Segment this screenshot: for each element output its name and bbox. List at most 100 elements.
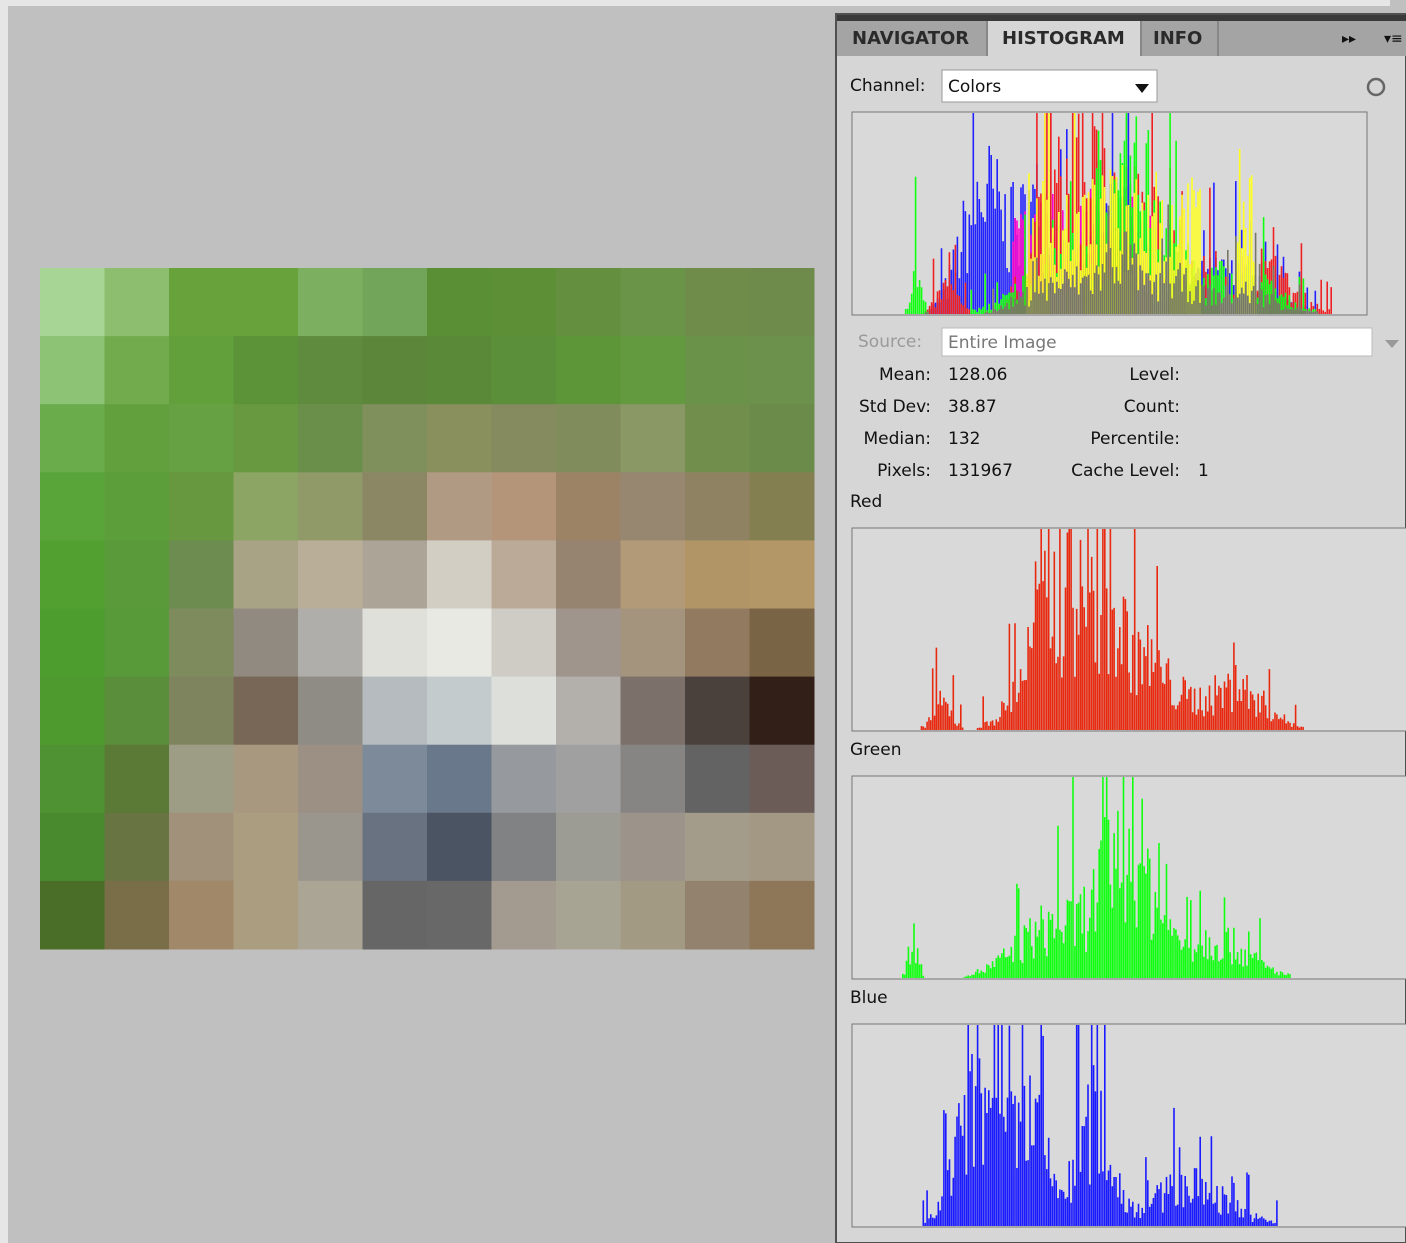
pixel <box>298 336 363 405</box>
pixel <box>427 676 492 746</box>
pixel <box>427 540 492 609</box>
source-value: Entire Image <box>948 333 1057 353</box>
refresh-icon[interactable] <box>1366 77 1386 97</box>
blue-histogram <box>851 1023 1406 1228</box>
pixel <box>233 744 299 814</box>
pixel <box>556 744 621 814</box>
pixel <box>362 404 428 473</box>
histogram-spikes <box>902 777 1291 978</box>
pixel <box>491 268 557 337</box>
source-dropdown <box>941 327 1373 357</box>
pixel <box>362 336 428 405</box>
pixel <box>40 472 105 541</box>
stats: Mean: 128.06 Std Dev: 38.87 Median: 132 Pixels… <box>859 365 1209 481</box>
stat-value: 128.06 <box>948 365 1007 385</box>
pixel <box>620 540 686 609</box>
pixel <box>620 268 686 337</box>
pixel <box>685 744 750 814</box>
pixel <box>40 540 105 609</box>
pixel <box>620 472 686 541</box>
pixel <box>298 676 363 746</box>
pixel <box>427 608 492 678</box>
menu-icon[interactable]: ▾≡ <box>1384 31 1403 47</box>
pixel <box>427 880 492 950</box>
pixel <box>169 540 234 609</box>
pixel <box>620 744 686 814</box>
collapse-icon[interactable]: ▸▸ <box>1342 31 1356 47</box>
pixel <box>685 336 750 405</box>
pixel <box>620 880 686 950</box>
pixel <box>427 336 492 405</box>
pixel <box>233 336 299 405</box>
red-histogram <box>851 527 1406 732</box>
pixel <box>685 268 750 337</box>
pixel <box>427 812 492 882</box>
pixel <box>104 404 170 473</box>
pixel <box>620 404 686 473</box>
pixel <box>749 676 815 746</box>
histogram-box <box>851 1023 1406 1228</box>
pixel <box>556 336 621 405</box>
pixel <box>620 608 686 678</box>
pixel <box>491 676 557 746</box>
pixel <box>233 540 299 609</box>
pixel <box>169 268 234 337</box>
pixel <box>233 404 299 473</box>
pixel <box>749 540 815 609</box>
pixel <box>749 336 815 405</box>
tab-info[interactable]: INFO <box>1153 28 1202 49</box>
pixel <box>169 676 234 746</box>
pixel <box>620 336 686 405</box>
pixel <box>169 404 234 473</box>
pixel <box>362 744 428 814</box>
pixel <box>491 404 557 473</box>
pixel <box>749 608 815 678</box>
green-histogram <box>851 775 1406 980</box>
pixel <box>233 880 299 950</box>
pixel <box>491 336 557 405</box>
pixel <box>749 744 815 814</box>
pixel <box>749 472 815 541</box>
pixel <box>556 608 621 678</box>
pixel <box>233 472 299 541</box>
pixel <box>749 268 815 337</box>
pixel <box>233 676 299 746</box>
top-edge <box>0 0 1390 6</box>
pixel <box>556 676 621 746</box>
pixel <box>104 336 170 405</box>
tab-histogram[interactable]: HISTOGRAM <box>1002 28 1125 49</box>
pixel <box>169 880 234 950</box>
pixel <box>104 608 170 678</box>
pixel <box>620 812 686 882</box>
dropdown-arrow <box>1385 340 1399 348</box>
channel-title: Red <box>850 492 882 512</box>
stat-label: Mean: <box>879 365 931 385</box>
channel-value: Colors <box>948 77 1001 97</box>
channel-label: Channel: <box>850 76 926 96</box>
tab-navigator[interactable]: NAVIGATOR <box>852 28 969 49</box>
pixel <box>169 608 234 678</box>
pixel <box>685 472 750 541</box>
pixel <box>298 608 363 678</box>
pixel <box>556 540 621 609</box>
pixel <box>685 404 750 473</box>
stat-label: Pixels: <box>877 461 931 481</box>
pixel <box>40 608 105 678</box>
pixel <box>749 880 815 950</box>
histogram-spikes <box>922 1025 1278 1226</box>
pixel <box>685 812 750 882</box>
pixel <box>491 608 557 678</box>
stat-label: Median: <box>863 429 931 449</box>
pixel <box>40 336 105 405</box>
channel-title: Blue <box>850 988 888 1008</box>
channel-dropdown[interactable] <box>941 69 1158 103</box>
pixel <box>104 880 170 950</box>
pixel <box>169 744 234 814</box>
pixel <box>169 336 234 405</box>
panel-header <box>837 15 1406 21</box>
pixel <box>298 404 363 473</box>
pixel <box>298 472 363 541</box>
pixel <box>298 744 363 814</box>
pixel <box>298 880 363 950</box>
